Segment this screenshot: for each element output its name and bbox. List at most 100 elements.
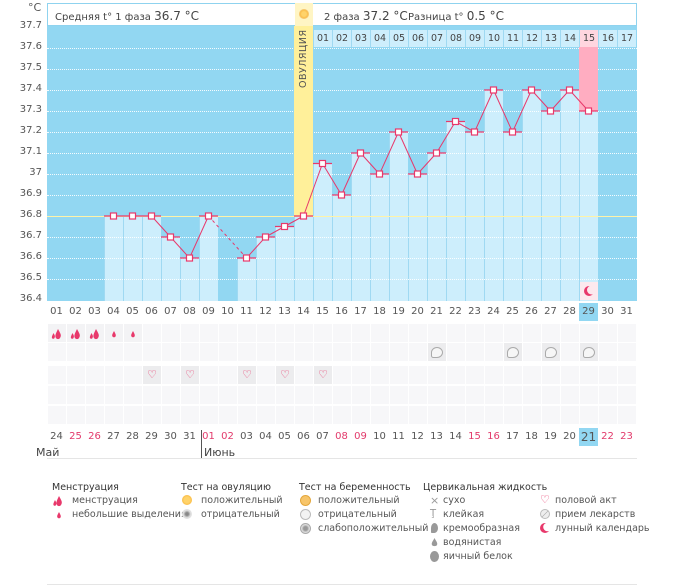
symptom-cell[interactable]	[599, 343, 617, 361]
symptom-cell[interactable]	[504, 366, 522, 384]
x-date-label[interactable]: 22	[449, 306, 462, 317]
symptom-cell[interactable]	[580, 386, 598, 404]
symptom-cell[interactable]	[466, 324, 484, 342]
pregnancy-test-cell[interactable]	[580, 343, 598, 361]
symptom-cell[interactable]	[162, 366, 180, 384]
symptom-cell[interactable]	[542, 324, 560, 342]
symptom-cell[interactable]	[162, 324, 180, 342]
symptom-cell[interactable]	[105, 386, 123, 404]
calendar-date[interactable]: 28	[126, 431, 139, 442]
symptom-cell[interactable]	[523, 386, 541, 404]
symptom-cell[interactable]	[124, 386, 142, 404]
symptom-cell[interactable]	[390, 366, 408, 384]
temperature-point[interactable]	[375, 170, 384, 178]
symptom-cell[interactable]	[86, 386, 104, 404]
symptom-cell[interactable]	[371, 406, 389, 424]
symptom-cell[interactable]	[276, 324, 294, 342]
calendar-date[interactable]: 16	[487, 431, 500, 442]
symptom-cell[interactable]	[599, 366, 617, 384]
temperature-point[interactable]	[242, 254, 251, 262]
symptom-cell[interactable]	[466, 343, 484, 361]
symptom-cell[interactable]	[580, 406, 598, 424]
temperature-point[interactable]	[185, 254, 194, 262]
calendar-date[interactable]: 13	[430, 431, 443, 442]
symptom-cell[interactable]	[352, 366, 370, 384]
calendar-date[interactable]: 25	[69, 431, 82, 442]
symptom-cell[interactable]	[447, 406, 465, 424]
pregnancy-test-cell[interactable]	[504, 343, 522, 361]
calendar-date[interactable]: 29	[145, 431, 158, 442]
symptom-cell[interactable]	[257, 324, 275, 342]
symptom-cell[interactable]	[466, 386, 484, 404]
x-date-label[interactable]: 12	[259, 306, 272, 317]
symptom-cell[interactable]	[504, 386, 522, 404]
calendar-date[interactable]: 22	[601, 431, 614, 442]
calendar-date[interactable]: 27	[107, 431, 120, 442]
x-date-label[interactable]: 17	[354, 306, 367, 317]
symptom-cell[interactable]	[105, 343, 123, 361]
symptom-cell[interactable]	[105, 366, 123, 384]
calendar-date[interactable]: 06	[297, 431, 310, 442]
temperature-point[interactable]	[546, 107, 555, 115]
symptom-cell[interactable]	[314, 386, 332, 404]
calendar-date[interactable]: 02	[221, 431, 234, 442]
symptom-cell[interactable]	[314, 406, 332, 424]
calendar-date[interactable]: 01	[202, 431, 215, 442]
symptom-cell[interactable]	[295, 324, 313, 342]
symptom-cell[interactable]	[352, 324, 370, 342]
symptom-cell[interactable]	[200, 366, 218, 384]
calendar-date[interactable]: 08	[335, 431, 348, 442]
symptom-cell[interactable]	[466, 366, 484, 384]
symptom-cell[interactable]	[618, 324, 636, 342]
temperature-point[interactable]	[508, 128, 517, 136]
symptom-cell[interactable]	[504, 406, 522, 424]
symptom-cell[interactable]	[542, 366, 560, 384]
calendar-date[interactable]: 18	[525, 431, 538, 442]
x-date-label[interactable]: 23	[468, 306, 481, 317]
menstruation-cell[interactable]	[67, 324, 85, 342]
heart-icon[interactable]: ♡	[314, 366, 332, 384]
symptom-cell[interactable]	[162, 343, 180, 361]
menstruation-cell[interactable]	[86, 324, 104, 342]
symptom-cell[interactable]	[523, 406, 541, 424]
symptom-cell[interactable]	[447, 343, 465, 361]
temperature-point[interactable]	[356, 149, 365, 157]
x-date-label[interactable]: 20	[411, 306, 424, 317]
symptom-cell[interactable]	[599, 406, 617, 424]
symptom-cell[interactable]	[238, 324, 256, 342]
symptom-cell[interactable]	[314, 324, 332, 342]
symptom-cell[interactable]	[276, 406, 294, 424]
symptom-cell[interactable]	[447, 386, 465, 404]
symptom-cell[interactable]	[561, 386, 579, 404]
symptom-cell[interactable]	[542, 406, 560, 424]
x-date-label[interactable]: 13	[278, 306, 291, 317]
symptom-cell[interactable]	[86, 366, 104, 384]
calendar-date[interactable]: 14	[449, 431, 462, 442]
x-date-label[interactable]: 05	[126, 306, 139, 317]
temperature-point[interactable]	[394, 128, 403, 136]
symptom-cell[interactable]	[390, 406, 408, 424]
symptom-cell[interactable]	[466, 406, 484, 424]
symptom-cell[interactable]	[162, 406, 180, 424]
symptom-cell[interactable]	[390, 343, 408, 361]
symptom-cell[interactable]	[238, 406, 256, 424]
symptom-cell[interactable]	[428, 406, 446, 424]
pregnancy-test-cell[interactable]	[428, 343, 446, 361]
symptom-cell[interactable]	[523, 324, 541, 342]
symptom-cell[interactable]	[409, 324, 427, 342]
symptom-cell[interactable]	[447, 324, 465, 342]
symptom-cell[interactable]	[561, 366, 579, 384]
x-date-label[interactable]: 28	[563, 306, 576, 317]
symptom-cell[interactable]	[200, 386, 218, 404]
symptom-cell[interactable]	[580, 324, 598, 342]
symptom-cell[interactable]	[48, 406, 66, 424]
calendar-date[interactable]: 12	[411, 431, 424, 442]
symptom-cell[interactable]	[390, 386, 408, 404]
symptom-cell[interactable]	[428, 386, 446, 404]
symptom-cell[interactable]	[618, 386, 636, 404]
symptom-cell[interactable]	[352, 386, 370, 404]
temperature-point[interactable]	[432, 149, 441, 157]
symptom-cell[interactable]	[523, 343, 541, 361]
symptom-cell[interactable]	[181, 386, 199, 404]
symptom-cell[interactable]	[295, 366, 313, 384]
